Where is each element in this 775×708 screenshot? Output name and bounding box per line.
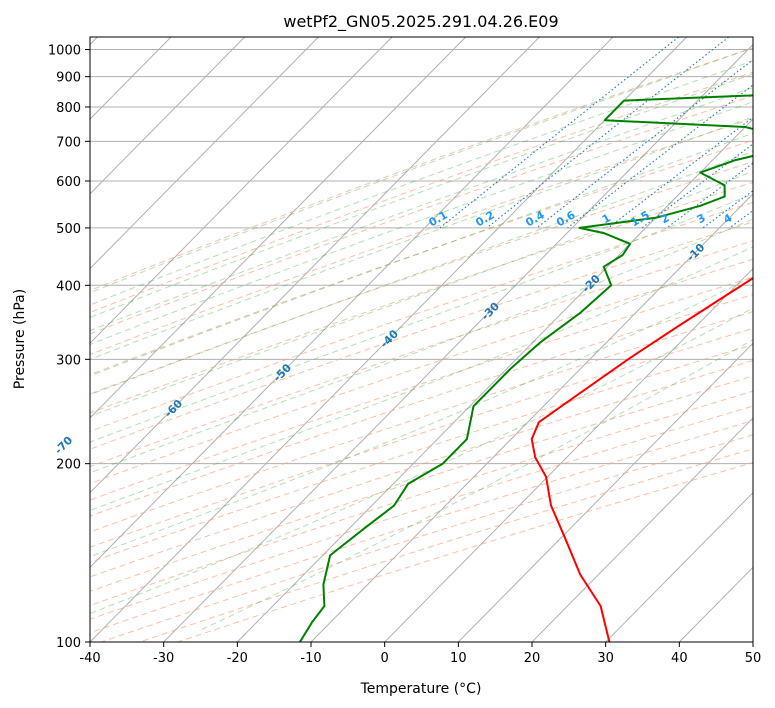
dry-adiabat-line: [90, 311, 753, 533]
mixing-ratio-line: [666, 162, 753, 229]
y-tick-label: 900: [56, 71, 81, 86]
temperature-line: [530, 276, 753, 642]
moist-adiabat-line: [90, 276, 753, 558]
dry-adiabat-line: [90, 181, 753, 414]
x-tick-label: 10: [450, 651, 467, 666]
moist-adiabat-line: [90, 47, 753, 294]
isotherm-line: [384, 267, 753, 642]
mixing-ratio-label: 0.4: [523, 208, 547, 229]
moist-adiabat-line: [90, 246, 753, 512]
dry-adiabat-line: [90, 117, 753, 356]
dry-adiabat-line: [90, 139, 753, 376]
plot-frame: [89, 36, 754, 643]
dry-adiabat-line: [90, 240, 753, 468]
dry-adiabat-line: [90, 390, 753, 607]
x-tick-label: 40: [671, 651, 688, 666]
y-tick-label: 300: [56, 353, 81, 368]
dry-adiabat-line: [90, 201, 753, 432]
mixing-ratio-line: [729, 209, 753, 229]
dry-adiabat-line: [90, 405, 753, 620]
isotherm-line: [163, 43, 753, 642]
x-tick-label: 0: [381, 651, 389, 666]
x-axis-title: Temperature (°C): [360, 681, 482, 697]
dry-adiabat-line: [177, 462, 753, 642]
y-axis-title: Pressure (hPa): [12, 289, 28, 389]
mixing-ratio-line: [607, 116, 753, 229]
line-labels: 0.10.20.40.611.5234-100-90-80-70-60-50-4…: [52, 208, 735, 457]
x-tick-label: -30: [153, 651, 174, 666]
y-tick-label: 500: [56, 222, 81, 237]
moist-adiabat-line: [90, 60, 753, 306]
isotherm-line: [457, 342, 753, 642]
dry-adiabat-line: [90, 95, 753, 335]
isotherm-line: [90, 37, 393, 344]
x-tick-label: -40: [79, 651, 100, 666]
mixing-ratio-line: [439, 37, 679, 229]
mixing-ratio-line: [567, 84, 753, 229]
mixing-ratio-label: 1.5: [629, 208, 652, 229]
isotherm-line: [90, 37, 467, 419]
dry-adiabat-line: [90, 161, 753, 395]
chart-title: wetPf2_GN05.2025.291.04.26.E09: [283, 12, 558, 32]
dry-adiabat-line: [101, 434, 753, 642]
moist-adiabat-line: [90, 101, 753, 345]
y-tick-label: 1000: [48, 44, 81, 59]
mixing-ratio-line: [536, 59, 753, 229]
x-tick-label: 50: [745, 651, 762, 666]
y-tick-label: 700: [56, 135, 81, 150]
isotherm-line: [531, 417, 753, 642]
mixing-ratio-label: 3: [695, 211, 708, 226]
isotherm-line: [90, 37, 688, 642]
y-tick-label: 200: [56, 458, 81, 473]
moist-adiabat-line: [90, 218, 753, 474]
isotherm-line: [236, 118, 753, 642]
dry-adiabat-line: [139, 448, 753, 642]
y-tick-label: 800: [56, 101, 81, 116]
axes: -40 -30 -20 -10 0 10 20 30 40 50 1000 900 800 700 600 5…: [48, 44, 761, 666]
moist-adiabat-line: [90, 86, 753, 332]
data-series: [299, 94, 753, 642]
moist-adiabat-line: [90, 116, 753, 360]
dry-adiabat-label: -70: [52, 433, 75, 456]
isotherm-line: [90, 37, 319, 270]
isotherm-line: [90, 37, 540, 494]
dry-adiabat-line: [90, 327, 753, 548]
mixing-ratio-line: [768, 37, 775, 228]
x-tick-label: -10: [300, 651, 321, 666]
isotherm-line: [90, 37, 246, 195]
x-tick-label: 20: [524, 651, 541, 666]
moist-adiabat-line: [90, 193, 753, 443]
y-tick-label: 100: [56, 636, 81, 651]
dry-adiabat-line: [90, 258, 753, 485]
dewpoint-line: [299, 94, 753, 642]
dry-adiabat-line: [90, 420, 753, 634]
isotherm-line: [90, 37, 614, 568]
dry-adiabat-line: [90, 221, 753, 450]
x-tick-label: -20: [227, 651, 248, 666]
y-tick-label: 400: [56, 279, 81, 294]
isotherm-line: [752, 641, 753, 642]
x-tick-label: 30: [597, 651, 614, 666]
dry-adiabat-line: [90, 294, 753, 517]
background-lines: [90, 37, 775, 642]
dry-adiabat-line: [90, 276, 753, 501]
y-tick-label: 600: [56, 175, 81, 190]
isotherm-line: [605, 491, 753, 642]
